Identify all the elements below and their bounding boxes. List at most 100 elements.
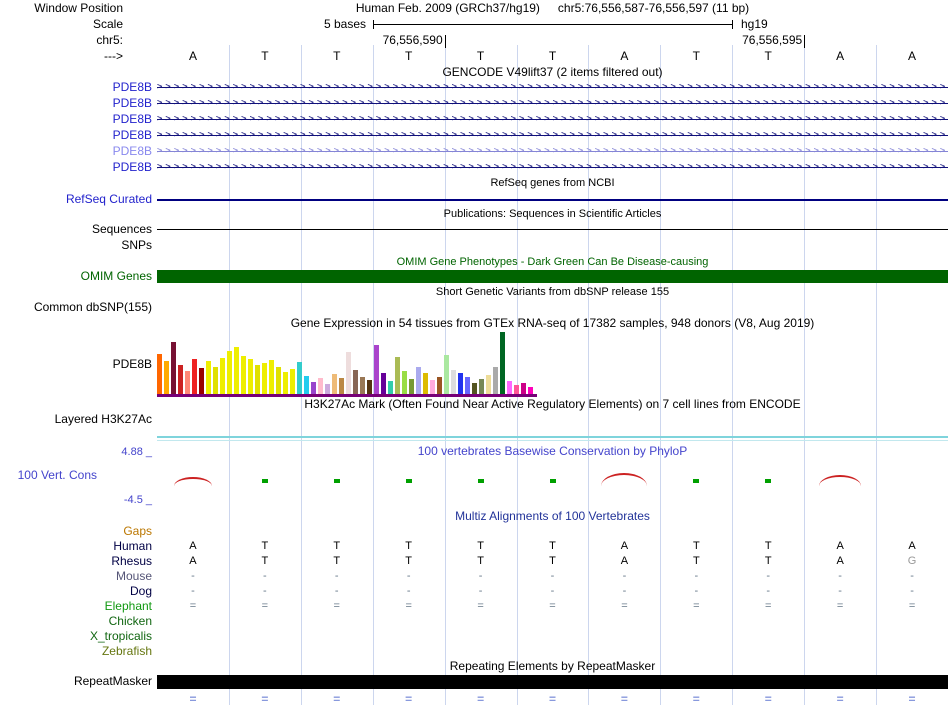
gene-transcript[interactable]: >>>>>>>>>>>>>>>>>>>>>>>>>>>>>>>>>>>>>>>>…	[157, 113, 948, 126]
gtex-bar	[185, 371, 190, 394]
alignment-cell: -	[694, 570, 699, 582]
common-dbsnp-label[interactable]: Common dbSNP(155)	[33, 300, 152, 314]
gtex-bar	[297, 362, 302, 394]
repeatmasker-item[interactable]	[157, 675, 948, 689]
species-label-mouse[interactable]: Mouse	[115, 569, 152, 583]
gencode-track-title: GENCODE V49lift37 (2 items filtered out)	[442, 65, 663, 79]
alignment-cell: T	[477, 555, 484, 567]
refseq-curated-label[interactable]: RefSeq Curated	[65, 192, 152, 206]
gencode-item-label[interactable]: PDE8B	[112, 112, 152, 126]
base-letter: T	[261, 49, 269, 63]
alignment-cell: -	[263, 585, 267, 597]
layered-h3k27ac-label[interactable]: Layered H3K27Ac	[54, 412, 152, 426]
base-letter: T	[405, 49, 413, 63]
gtex-bar	[325, 384, 330, 394]
species-label-dog[interactable]: Dog	[129, 584, 152, 598]
cutoff-row-mark: =	[333, 692, 341, 705]
species-label-x_tropicalis[interactable]: X_tropicalis	[89, 629, 152, 643]
alignment-cell: A	[620, 555, 629, 567]
alignment-cell: =	[765, 600, 772, 612]
gtex-gene-label[interactable]: PDE8B	[112, 357, 152, 371]
gene-transcript[interactable]: >>>>>>>>>>>>>>>>>>>>>>>>>>>>>>>>>>>>>>>>…	[157, 81, 948, 94]
gtex-bar	[388, 381, 393, 394]
phylop-positive-tick	[549, 479, 556, 483]
alignment-cell: T	[764, 555, 772, 567]
gtex-bar	[234, 347, 239, 394]
alignment-cell: A	[836, 555, 844, 567]
gridline	[876, 45, 878, 705]
refseq-curated-item[interactable]	[157, 199, 948, 201]
gtex-bar	[262, 363, 267, 394]
gtex-bar	[276, 367, 281, 394]
gtex-bar	[528, 387, 533, 394]
species-label-zebrafish[interactable]: Zebrafish	[101, 644, 152, 658]
h3k27ac-signal-line-2	[157, 440, 948, 441]
alignment-cell: -	[334, 570, 339, 582]
scale-bar	[373, 20, 733, 29]
gridline	[588, 45, 590, 705]
species-label-gaps[interactable]: Gaps	[123, 524, 152, 538]
cutoff-row-mark: =	[764, 692, 772, 705]
gencode-item-label[interactable]: PDE8B	[112, 80, 152, 94]
gencode-item-label[interactable]: PDE8B	[112, 128, 152, 142]
gtex-bar	[465, 377, 470, 394]
species-label-human[interactable]: Human	[113, 539, 152, 553]
gtex-bar	[500, 332, 505, 394]
species-label-elephant[interactable]: Elephant	[104, 599, 152, 613]
gtex-bar	[409, 379, 414, 394]
gencode-item-label[interactable]: PDE8B	[112, 144, 152, 158]
gencode-item-label[interactable]: PDE8B	[112, 160, 152, 174]
gtex-bar	[290, 369, 295, 394]
gencode-item-label[interactable]: PDE8B	[112, 96, 152, 110]
alignment-cell: T	[261, 555, 269, 567]
gene-transcript[interactable]: >>>>>>>>>>>>>>>>>>>>>>>>>>>>>>>>>>>>>>>>…	[157, 145, 948, 158]
omim-genes-label[interactable]: OMIM Genes	[80, 269, 152, 283]
gene-transcript[interactable]: >>>>>>>>>>>>>>>>>>>>>>>>>>>>>>>>>>>>>>>>…	[157, 129, 948, 142]
base-letter: A	[908, 49, 917, 63]
gtex-bar	[423, 373, 428, 394]
conservation-label[interactable]: 100 Vert. Cons	[17, 468, 97, 482]
alignment-cell: -	[910, 570, 914, 582]
gtex-bar	[493, 367, 498, 394]
gridline	[660, 45, 662, 705]
window-position-label: Window Position	[34, 1, 123, 15]
species-label-chicken[interactable]: Chicken	[108, 614, 152, 628]
assembly-badge: hg19	[741, 17, 768, 31]
cutoff-row-mark: =	[405, 692, 413, 705]
alignment-cell: T	[261, 540, 269, 552]
species-label-rhesus[interactable]: Rhesus	[111, 554, 152, 568]
alignment-cell: T	[477, 540, 484, 552]
alignment-cell: =	[908, 600, 916, 612]
gtex-bar	[507, 381, 512, 394]
alignment-cell: T	[549, 555, 556, 567]
alignment-cell: -	[334, 585, 339, 597]
alignment-cell: =	[333, 600, 340, 612]
gtex-bar	[353, 370, 358, 394]
alignment-cell: -	[406, 570, 411, 582]
alignment-cell: -	[550, 585, 555, 597]
gtex-bar	[241, 356, 246, 394]
gtex-bar	[339, 378, 344, 394]
scale-label: Scale	[92, 17, 123, 31]
alignment-cell: =	[405, 600, 412, 612]
gtex-bar	[472, 383, 477, 394]
gtex-bar	[157, 354, 162, 394]
repeatmasker-label[interactable]: RepeatMasker	[73, 674, 152, 688]
omim-gene-item[interactable]	[157, 270, 948, 283]
alignment-cell: =	[189, 600, 197, 612]
alignment-cell: G	[907, 555, 917, 567]
sequences-item[interactable]	[157, 229, 948, 230]
repeatmasker-track-title: Repeating Elements by RepeatMasker	[449, 659, 656, 673]
gene-transcript[interactable]: >>>>>>>>>>>>>>>>>>>>>>>>>>>>>>>>>>>>>>>>…	[157, 161, 948, 174]
gtex-bar	[311, 382, 316, 394]
snps-label[interactable]: SNPs	[121, 238, 152, 252]
gtex-bar	[395, 357, 400, 394]
sequences-label[interactable]: Sequences	[91, 222, 152, 236]
gene-transcript[interactable]: >>>>>>>>>>>>>>>>>>>>>>>>>>>>>>>>>>>>>>>>…	[157, 97, 948, 110]
gtex-bar	[437, 377, 442, 394]
ruler-tick	[444, 35, 446, 48]
gridline	[732, 45, 734, 705]
